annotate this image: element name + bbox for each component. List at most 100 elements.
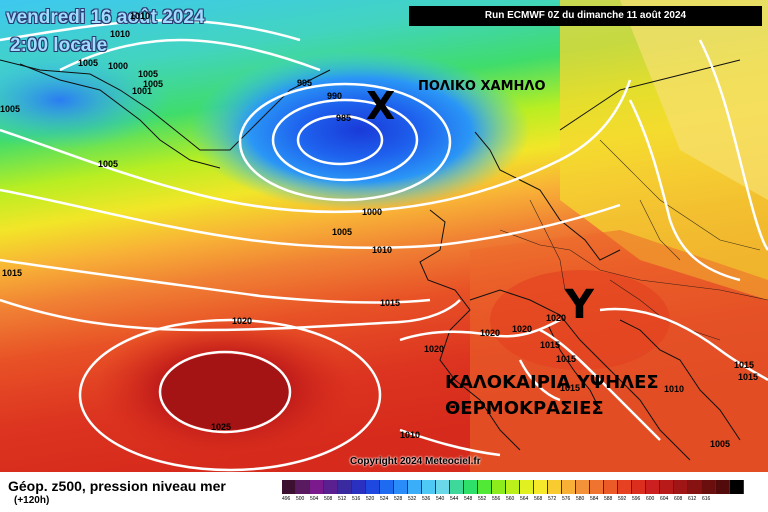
isobar-label: 990 xyxy=(327,91,343,101)
scale-swatch xyxy=(436,480,450,494)
scale-tick: 532 xyxy=(408,496,417,502)
isobar-label: 1015 xyxy=(556,354,577,364)
isobar-label: 985 xyxy=(336,113,352,123)
scale-swatch xyxy=(534,480,548,494)
scale-ticks: 496 500 504 508 512 516 520 524 528 532 536 540 544 5… xyxy=(282,496,762,506)
scale-tick: 600 xyxy=(646,496,655,502)
isobar-label: 1001 xyxy=(132,86,153,96)
isobar-label: 1010 xyxy=(130,11,151,21)
isobar-label: 1005 xyxy=(143,79,164,89)
scale-swatch xyxy=(674,480,688,494)
scale-swatch xyxy=(380,480,394,494)
isobar-label: 1010 xyxy=(664,384,685,394)
isobar-label: 1005 xyxy=(78,58,99,68)
scale-swatch xyxy=(366,480,380,494)
scale-tick: 496 xyxy=(282,496,291,502)
scale-tick: 592 xyxy=(618,496,627,502)
isobar-label: 1025 xyxy=(211,422,232,432)
scale-swatch xyxy=(450,480,464,494)
scale-tick: 568 xyxy=(534,496,543,502)
scale-tick: 560 xyxy=(506,496,515,502)
scale-swatch xyxy=(324,480,338,494)
isobar-label: 1000 xyxy=(362,207,383,217)
scale-tick: 572 xyxy=(548,496,557,502)
scale-swatch xyxy=(562,480,576,494)
scale-tick: 564 xyxy=(520,496,529,502)
isobar-label: 1015 xyxy=(380,298,401,308)
scale-tick: 512 xyxy=(338,496,347,502)
high-pressure-symbol: Y xyxy=(565,282,594,328)
isobar-label: 1020 xyxy=(546,313,567,323)
scale-tick: 616 xyxy=(702,496,711,502)
legend-subtitle: (+120h) xyxy=(14,495,50,506)
scale-swatch xyxy=(618,480,632,494)
scale-tick: 520 xyxy=(366,496,375,502)
scale-swatch xyxy=(702,480,716,494)
scale-tick: 596 xyxy=(632,496,641,502)
isobar-label: 1015 xyxy=(738,372,759,382)
scale-swatch xyxy=(310,480,324,494)
isobar-label: 1005 xyxy=(0,104,21,114)
isobar-label: 1015 xyxy=(540,340,561,350)
scale-swatch xyxy=(394,480,408,494)
isobar-label: 1010 xyxy=(372,245,393,255)
scale-swatch xyxy=(576,480,590,494)
isobar-label: 1005 xyxy=(138,69,159,79)
scale-tick: 612 xyxy=(688,496,697,502)
scale-tick: 536 xyxy=(422,496,431,502)
map-canvas xyxy=(0,0,768,472)
weather-text-line2: ΘΕΡΜΟΚΡΑΣΙΕΣ xyxy=(445,398,604,419)
scale-swatch xyxy=(478,480,492,494)
isobar-label: 1000 xyxy=(108,61,129,71)
valid-date: vendredi 16 août 2024 xyxy=(6,7,205,28)
scale-tick: 588 xyxy=(604,496,613,502)
scale-tick: 604 xyxy=(660,496,669,502)
isobar-label: 1020 xyxy=(424,344,445,354)
isobar-label: 1015 xyxy=(734,360,755,370)
scale-tick: 524 xyxy=(380,496,389,502)
scale-swatch xyxy=(464,480,478,494)
scale-swatch xyxy=(408,480,422,494)
scale-swatch xyxy=(604,480,618,494)
isobar-label: 1005 xyxy=(710,439,731,449)
scale-swatch xyxy=(520,480,534,494)
scale-swatch xyxy=(296,480,310,494)
isobar-label: 1015 xyxy=(560,383,581,393)
isobar-label: 1010 xyxy=(400,430,421,440)
isobar-label: 1015 xyxy=(2,268,23,278)
isobar-label: 1005 xyxy=(98,159,119,169)
scale-tick: 540 xyxy=(436,496,445,502)
weather-map xyxy=(0,0,768,472)
scale-tick: 500 xyxy=(296,496,305,502)
scale-swatch xyxy=(730,480,744,494)
local-time: 2:00 locale xyxy=(10,35,108,56)
scale-tick: 548 xyxy=(464,496,473,502)
scale-swatch xyxy=(646,480,660,494)
scale-swatch xyxy=(548,480,562,494)
coastlines xyxy=(0,59,741,461)
scale-swatch xyxy=(716,480,730,494)
scale-swatch xyxy=(590,480,604,494)
scale-tick: 516 xyxy=(352,496,361,502)
scale-tick: 580 xyxy=(576,496,585,502)
isobar-label: 995 xyxy=(297,78,313,88)
scale-swatch xyxy=(352,480,366,494)
isobar-label: 1010 xyxy=(110,29,131,39)
scale-tick: 528 xyxy=(394,496,403,502)
scale-tick: 576 xyxy=(562,496,571,502)
scale-swatch xyxy=(282,480,296,494)
isobar-label: 1020 xyxy=(512,324,533,334)
scale-swatch xyxy=(338,480,352,494)
isobar-label: 1020 xyxy=(232,316,253,326)
color-scale xyxy=(282,480,744,494)
scale-tick: 544 xyxy=(450,496,459,502)
run-info: Run ECMWF 0Z du dimanche 11 août 2024 xyxy=(409,6,762,26)
low-pressure-symbol: X xyxy=(366,84,396,128)
scale-tick: 552 xyxy=(478,496,487,502)
isobar-label: 1005 xyxy=(332,227,353,237)
scale-tick: 508 xyxy=(324,496,333,502)
weather-text-line1: ΚΑΛΟΚΑΙΡΙΑ ΥΨΗΛΕΣ xyxy=(445,372,659,393)
scale-swatch xyxy=(492,480,506,494)
scale-tick: 584 xyxy=(590,496,599,502)
isobars xyxy=(0,18,768,472)
